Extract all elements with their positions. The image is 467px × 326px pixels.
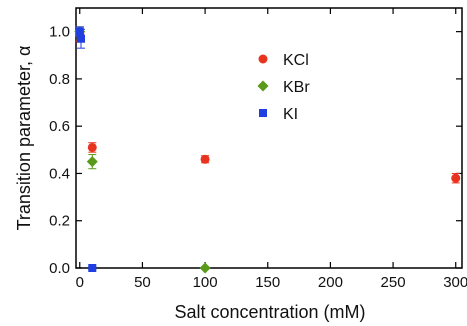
plot-border [75,7,463,269]
x-tick-label: 250 [381,274,406,291]
y-tick-label: 0.6 [49,118,70,135]
legend-label-kbr: KBr [283,79,310,96]
x-tick-label: 200 [318,274,343,291]
y-tick-label: 0.4 [49,165,70,182]
legend-marker-kbr [257,80,269,92]
kbr-point [86,156,98,168]
y-tick-label: 0.8 [49,71,70,88]
legend-marker-ki [259,109,267,117]
x-tick-label: 100 [193,274,218,291]
kbr-point [199,262,211,274]
ki-point [88,264,97,272]
kcl-point [87,142,97,152]
y-tick-label: 0.0 [49,260,70,277]
legend-label-kcl: KCl [283,52,309,69]
y-tick-label: 0.2 [49,213,70,230]
axis-ticks [76,8,462,269]
y-tick-label: 1.0 [49,24,70,41]
ki-point [77,34,86,43]
kcl-point [451,173,461,183]
legend-marker-kcl [258,54,268,64]
x-tick-label: 50 [134,274,151,291]
x-axis-title: Salt concentration (mM) [174,302,365,322]
x-tick-labels: 0 50 100 150 200 250 300 [76,274,467,291]
legend-label-ki: KI [283,106,298,123]
data-points [74,26,461,274]
x-tick-label: 300 [443,274,467,291]
plot-frame [75,7,463,269]
kcl-point [200,154,210,164]
legend: KCl KBr KI [257,52,310,123]
x-tick-label: 150 [255,274,280,291]
y-tick-labels: 0.0 0.2 0.4 0.6 0.8 1.0 [49,24,70,277]
y-axis-title: Transition parameter, α [14,46,34,231]
x-tick-label: 0 [76,274,84,291]
ki-point [75,27,84,36]
